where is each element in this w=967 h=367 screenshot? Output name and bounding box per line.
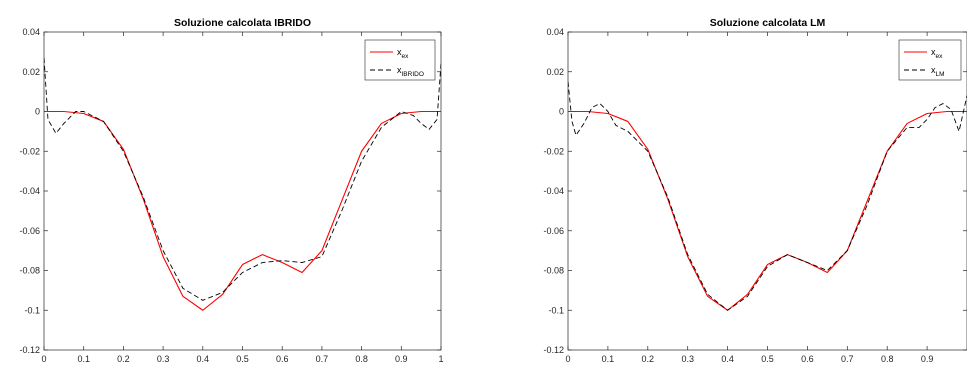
series-line-ibrido [44, 57, 441, 301]
legend-label: xex [397, 47, 409, 60]
x-tick-label: 1 [438, 354, 443, 364]
y-tick-label: -0.12 [19, 345, 40, 355]
x-tick-label: 0.7 [316, 354, 329, 364]
series-lines [568, 81, 967, 311]
legend-label-sub: ex [936, 53, 944, 60]
y-tick-label: -0.04 [543, 186, 564, 196]
y-tick-label: -0.08 [19, 266, 40, 276]
chart-panel-lm: Soluzione calcolata LM 0.04 0.02 0 -0.02 -0.0… [543, 17, 967, 364]
y-tick-label: -0.06 [19, 226, 40, 236]
legend-box [364, 39, 436, 81]
x-tick-label: 0.4 [721, 354, 734, 364]
y-tick-label: -0.12 [543, 345, 564, 355]
y-tick-label: -0.02 [543, 146, 564, 156]
x-tick-label: 0.9 [395, 354, 408, 364]
legend-box [898, 39, 962, 81]
x-tick-label: 0.4 [197, 354, 210, 364]
y-tick-label: -0.1 [548, 305, 564, 315]
chart-panel-ibrido: Soluzione calcolata IBRIDO 0.04 0.02 0 -0.02… [19, 17, 443, 364]
x-tick-label: 0.3 [681, 354, 694, 364]
y-tick-label: -0.04 [19, 186, 40, 196]
x-tick-label: 0.5 [236, 354, 249, 364]
y-tick-label: 0 [35, 107, 40, 117]
x-tick-label: 0.9 [921, 354, 934, 364]
x-tick-label: 0 [41, 354, 46, 364]
legend-label-sub: LM [936, 71, 945, 78]
x-tick-label: 0.7 [841, 354, 854, 364]
x-tick-label: 0.3 [157, 354, 170, 364]
legend-label-main: x [931, 47, 936, 57]
chart-title: Soluzione calcolata IBRIDO [174, 17, 311, 29]
x-tick-label: 0.1 [602, 354, 615, 364]
y-tick-label: 0.02 [546, 67, 564, 77]
y-tick-label: -0.1 [24, 305, 40, 315]
legend-label-sub: IBRIDO [402, 71, 424, 78]
x-tick-label: 0.8 [881, 354, 894, 364]
legend-label: xex [931, 47, 943, 60]
x-tick-label: 0.2 [642, 354, 655, 364]
x-tick-label: 0.5 [761, 354, 774, 364]
series-line-lm [568, 81, 967, 311]
y-tick-label: -0.08 [543, 266, 564, 276]
y-tick-label: -0.06 [543, 226, 564, 236]
y-tick-label: 0.04 [22, 27, 40, 37]
x-tick-label: 0 [565, 354, 570, 364]
series-line-ex [568, 110, 967, 311]
y-tick-label: -0.02 [19, 146, 40, 156]
axes-box [43, 31, 442, 351]
legend-label-sub: ex [402, 53, 410, 60]
chart-title: Soluzione calcolata LM [710, 17, 826, 29]
x-tick-label: 0.1 [77, 354, 90, 364]
series-lines [44, 57, 441, 311]
axes-box [567, 31, 967, 351]
legend-label: xLM [931, 65, 945, 78]
legend-label-main: x [931, 65, 936, 75]
y-tick-label: 0.02 [22, 67, 40, 77]
legend-label-main: x [397, 65, 402, 75]
x-tick-label: 0.2 [117, 354, 130, 364]
legend-label: xIBRIDO [397, 65, 424, 78]
y-tick-label: 0 [559, 107, 564, 117]
x-tick-label: 0.6 [276, 354, 289, 364]
x-tick-label: 0.8 [355, 354, 368, 364]
y-tick-label: 0.04 [546, 27, 564, 37]
x-tick-label: 0.6 [801, 354, 814, 364]
legend-label-main: x [397, 47, 402, 57]
